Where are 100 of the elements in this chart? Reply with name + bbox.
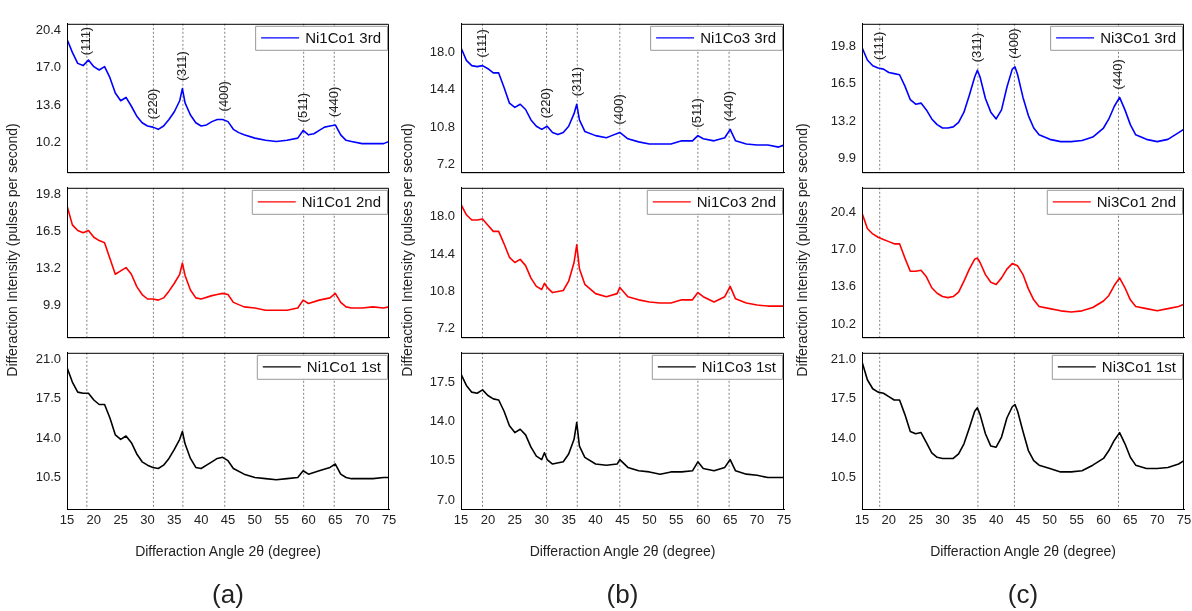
y-tick-label: 20.4 [35, 21, 61, 37]
x-tick-label: 20 [480, 512, 496, 528]
x-tick-label: 75 [776, 512, 792, 528]
annotation: (511) [689, 98, 705, 128]
x-tick-label: 40 [988, 512, 1004, 528]
text: (b) [606, 579, 639, 610]
y-tick-label: 9.9 [42, 297, 61, 313]
y-tick-label: 7.2 [436, 320, 455, 336]
x-tick-label: 70 [749, 512, 765, 528]
y-tick-label: 17.5 [429, 373, 455, 389]
legend-label: Ni1Co1 2nd [301, 192, 381, 210]
annotation: (220) [144, 88, 160, 120]
y-tick-label: 7.2 [436, 156, 455, 172]
text: (c) [1007, 579, 1039, 610]
legend-label: Ni3Co1 3rd [1100, 28, 1176, 46]
x-tick-label: 65 [328, 512, 343, 528]
x-tick-label: 30 [935, 512, 950, 528]
legend-label: Ni1Co3 2nd [696, 192, 776, 210]
annotation: (400) [611, 94, 627, 125]
x-axis-title: Differaction Angle 2θ (degree) [529, 543, 716, 559]
y-tick-label: 16.5 [830, 75, 856, 91]
x-tick-label: 25 [908, 512, 923, 528]
annotation: (311) [969, 32, 985, 63]
y-tick-label: 10.8 [429, 283, 455, 299]
y-tick-label: 17.5 [35, 390, 61, 406]
y-tick-label: 13.6 [830, 278, 856, 294]
y-tick-label: 21.0 [35, 351, 61, 367]
x-tick-label: 35 [167, 512, 182, 528]
y-tick-label: 14.0 [429, 412, 455, 428]
x-tick-label: 40 [588, 512, 603, 528]
annotation: (111) [474, 29, 490, 58]
x-tick-label: 30 [140, 512, 155, 528]
x-axis-title: Differaction Angle 2θ (degree) [135, 543, 321, 559]
legend-label: Ni1Co3 1st [701, 357, 777, 375]
x-tick-label: 40 [193, 512, 209, 528]
y-tick-label: 18.0 [429, 208, 455, 224]
text: (a) [212, 579, 244, 610]
x-tick-label: 25 [507, 512, 523, 528]
annotation: (440) [1110, 59, 1126, 90]
y-tick-label: 17.0 [830, 240, 856, 256]
annotation: (220) [538, 87, 554, 119]
x-tick-label: 15 [59, 512, 75, 528]
x-tick-label: 25 [113, 512, 128, 528]
annotation: (440) [720, 90, 736, 122]
y-tick-label: 17.5 [830, 390, 856, 406]
y-tick-label: 10.5 [830, 469, 856, 485]
y-tick-label: 14.0 [35, 429, 61, 445]
y-tick-label: 17.0 [35, 59, 61, 75]
y-axis-title: Differaction Intensity (pulses per second) [4, 123, 20, 377]
x-tick-label: 35 [561, 512, 576, 528]
annotation: (111) [78, 26, 94, 56]
x-tick-label: 45 [220, 512, 236, 528]
x-tick-label: 55 [1069, 512, 1084, 528]
x-tick-label: 65 [1123, 512, 1138, 528]
x-tick-label: 30 [534, 512, 549, 528]
y-tick-label: 7.0 [436, 491, 455, 507]
y-tick-label: 13.2 [830, 112, 856, 128]
y-tick-label: 14.0 [830, 429, 856, 445]
y-tick-label: 19.8 [830, 38, 856, 54]
y-tick-label: 10.5 [429, 452, 455, 468]
x-tick-label: 50 [247, 512, 263, 528]
x-tick-label: 65 [722, 512, 738, 528]
annotation: (440) [325, 86, 341, 117]
y-axis-title: Differaction Intensity (pulses per second) [794, 123, 810, 377]
annotation: (511) [295, 93, 311, 123]
annotation: (111) [871, 31, 887, 60]
y-tick-label: 10.5 [35, 469, 61, 485]
y-tick-label: 14.4 [429, 245, 455, 261]
x-tick-label: 20 [881, 512, 897, 528]
x-tick-label: 60 [301, 512, 316, 528]
x-tick-label: 50 [1042, 512, 1058, 528]
x-tick-label: 70 [1149, 512, 1165, 528]
y-tick-label: 20.4 [830, 203, 856, 219]
x-tick-label: 60 [696, 512, 711, 528]
x-tick-label: 75 [381, 512, 397, 528]
annotation: (311) [174, 51, 190, 81]
legend-label: Ni3Co1 2nd [1096, 192, 1176, 210]
x-tick-label: 70 [354, 512, 370, 528]
y-tick-label: 13.2 [35, 260, 61, 276]
x-tick-label: 55 [274, 512, 289, 528]
x-tick-label: 35 [962, 512, 977, 528]
y-tick-label: 9.9 [837, 150, 856, 166]
x-tick-label: 45 [615, 512, 630, 528]
x-tick-label: 20 [86, 512, 102, 528]
y-tick-label: 10.8 [429, 118, 455, 134]
x-tick-label: 55 [669, 512, 684, 528]
y-tick-label: 19.8 [35, 186, 61, 202]
y-tick-label: 13.6 [35, 96, 61, 112]
y-tick-label: 10.2 [35, 134, 61, 150]
x-tick-label: 50 [642, 512, 657, 528]
annotation: (311) [568, 66, 584, 97]
y-tick-label: 21.0 [830, 351, 856, 367]
y-tick-label: 14.4 [429, 81, 455, 97]
legend-label: Ni1Co3 3rd [700, 28, 776, 46]
x-tick-label: 15 [854, 512, 870, 528]
y-tick-label: 10.2 [830, 315, 856, 331]
annotation: (400) [1005, 28, 1021, 59]
annotation: (400) [216, 81, 232, 112]
legend-label: Ni3Co1 1st [1101, 357, 1177, 375]
x-tick-label: 15 [453, 512, 469, 528]
